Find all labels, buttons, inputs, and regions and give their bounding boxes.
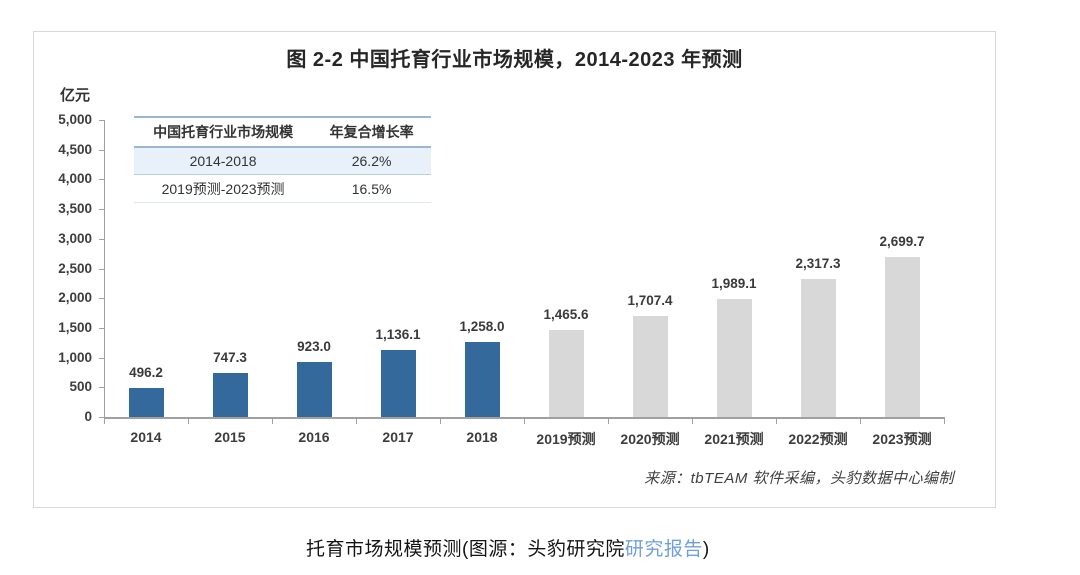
x-category-label: 2016 xyxy=(298,429,330,445)
x-tick xyxy=(356,419,357,424)
bar-2020预测 xyxy=(632,316,668,417)
cagr-value: 26.2% xyxy=(351,153,392,169)
y-axis-line xyxy=(104,120,105,417)
caption-text-end: ) xyxy=(702,539,710,560)
bar-value-label: 923.0 xyxy=(297,339,331,354)
x-category-label: 2022预测 xyxy=(788,431,848,447)
figure-title: 图 2-2 中国托育行业市场规模，2014-2023 年预测 xyxy=(286,49,743,71)
bar-value-label: 1,258.0 xyxy=(459,319,505,334)
y-tick xyxy=(99,298,104,299)
cagr-table: 中国托育行业市场规模 年复合增长率 2014-2018 26.2% 2019预测… xyxy=(134,116,431,203)
bar-2017 xyxy=(380,350,416,417)
x-category-label: 2023预测 xyxy=(872,431,932,447)
y-tick-label: 4,000 xyxy=(58,171,92,187)
x-tick xyxy=(692,419,693,424)
y-tick xyxy=(99,209,104,210)
cagr-table-row-forecast: 2019预测-2023预测 16.5% xyxy=(134,175,431,203)
caption-link[interactable]: 研究报告 xyxy=(624,539,703,560)
source-note: 来源：tbTEAM 软件采编，头豹数据中心编制 xyxy=(644,470,954,487)
bar-value-label: 2,699.7 xyxy=(879,234,925,249)
cagr-period: 2014-2018 xyxy=(189,153,257,169)
y-tick-label: 0 xyxy=(84,409,92,424)
y-tick xyxy=(99,179,104,180)
bar-2022预测 xyxy=(800,279,836,417)
y-tick-label: 3,500 xyxy=(58,201,92,217)
y-tick-label: 500 xyxy=(69,379,92,395)
bar-2015 xyxy=(212,373,248,417)
y-tick xyxy=(99,120,104,121)
x-category-label: 2015 xyxy=(214,429,246,445)
y-tick-label: 1,000 xyxy=(58,349,92,365)
x-tick xyxy=(944,419,945,424)
x-tick xyxy=(860,419,861,424)
x-tick xyxy=(188,419,189,424)
y-tick xyxy=(99,358,104,359)
cagr-value: 16.5% xyxy=(351,180,392,197)
cagr-table-header-row: 中国托育行业市场规模 年复合增长率 xyxy=(134,118,431,148)
bar-2021预测 xyxy=(716,299,752,417)
bar-value-label: 1,465.6 xyxy=(543,307,589,322)
bar-value-label: 1,707.4 xyxy=(627,293,673,308)
y-tick xyxy=(99,328,104,329)
cagr-table-header-scope: 中国托育行业市场规模 xyxy=(153,124,294,140)
bar-2019预测 xyxy=(548,330,584,417)
y-tick-label: 2,000 xyxy=(58,290,92,306)
caption: 托育市场规模预测(图源：头豹研究院研究报告) xyxy=(306,534,710,561)
x-axis-line xyxy=(104,417,945,419)
bar-2014 xyxy=(128,388,164,417)
x-tick xyxy=(104,419,105,424)
y-tick xyxy=(99,150,104,151)
x-tick xyxy=(272,419,273,424)
x-category-label: 2021预测 xyxy=(704,431,764,447)
x-category-label: 2019预测 xyxy=(536,431,596,447)
x-category-label: 2020预测 xyxy=(620,431,680,447)
cagr-period: 2019预测-2023预测 xyxy=(161,180,285,197)
bar-value-label: 2,317.3 xyxy=(795,256,841,271)
y-tick-label: 4,500 xyxy=(58,141,92,157)
x-tick xyxy=(776,419,777,424)
cagr-table-row-actual: 2014-2018 26.2% xyxy=(134,148,431,175)
caption-text: 托育市场规模预测(图源：头豹研究院 xyxy=(306,539,625,560)
bar-2016 xyxy=(296,362,332,417)
y-tick-label: 1,500 xyxy=(58,319,92,335)
cagr-table-header-rate: 年复合增长率 xyxy=(329,124,414,140)
x-tick xyxy=(440,419,441,424)
y-tick xyxy=(99,269,104,270)
x-category-label: 2014 xyxy=(130,429,162,445)
y-tick-label: 5,000 xyxy=(58,112,92,127)
bar-value-label: 1,989.1 xyxy=(711,276,757,291)
y-tick xyxy=(99,417,104,418)
y-axis-unit-label: 亿元 xyxy=(60,87,91,104)
x-category-label: 2018 xyxy=(466,429,498,445)
bar-chart: 0 500 1,000 1,500 2,000 2,500 3,000 3,500 4,000 4… xyxy=(34,32,995,507)
x-tick xyxy=(524,419,525,424)
bar-2023预测 xyxy=(884,257,920,417)
bar-2018 xyxy=(464,342,500,417)
x-category-label: 2017 xyxy=(382,429,414,445)
bar-value-label: 747.3 xyxy=(213,350,247,365)
x-tick xyxy=(608,419,609,424)
y-tick xyxy=(99,387,104,388)
figure-card: 图 2-2 中国托育行业市场规模，2014-2023 年预测 亿元 0 500 1,… xyxy=(33,31,996,508)
bar-value-label: 496.2 xyxy=(129,365,163,380)
y-tick-label: 2,500 xyxy=(58,260,92,276)
bar-value-label: 1,136.1 xyxy=(375,327,421,342)
y-tick xyxy=(99,239,104,240)
y-tick-label: 3,000 xyxy=(58,230,92,246)
